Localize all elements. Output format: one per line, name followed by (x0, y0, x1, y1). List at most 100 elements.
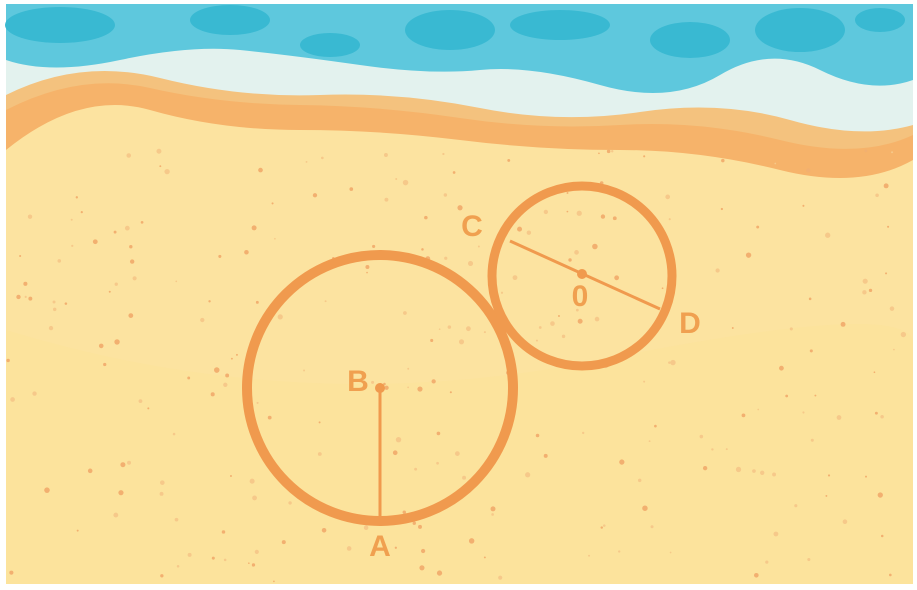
sand-dot (128, 313, 134, 318)
sand-dot (745, 252, 752, 258)
sand-dot (160, 480, 165, 485)
sand-dot (802, 411, 805, 414)
sand-dot (223, 558, 227, 562)
sand-dot (836, 415, 842, 420)
sand-dot (877, 492, 883, 498)
sand-dot (611, 150, 614, 153)
sand-dot (126, 153, 132, 158)
sand-dot (383, 153, 388, 157)
sand-dot (467, 260, 474, 267)
sand-dot (156, 148, 162, 154)
sand-dot (129, 245, 133, 249)
sand-dot (642, 505, 648, 511)
sand-dot (721, 158, 725, 163)
sand-dot (443, 193, 448, 197)
sand-dot (372, 244, 376, 249)
sand-dot (436, 461, 439, 465)
sand-dot (32, 391, 37, 396)
sand-dot (108, 290, 111, 293)
sand-dot (702, 465, 708, 471)
sand-dot (9, 570, 14, 575)
sand-dot (550, 321, 555, 326)
sand-dot (619, 459, 625, 465)
sand-dot (457, 205, 463, 211)
sand-dot (452, 171, 456, 174)
sand-dot (699, 434, 704, 439)
sand-dot (251, 225, 257, 231)
sand-dot (80, 211, 83, 214)
sand-dot (603, 524, 606, 527)
sand-dot (129, 259, 135, 264)
sand-dot (407, 386, 409, 389)
sand-dot (447, 325, 452, 329)
sand-dot (436, 431, 441, 436)
sand-dot (490, 506, 496, 512)
sand-dot (124, 225, 130, 231)
sand-dot (321, 527, 327, 533)
sand-dot (711, 448, 714, 451)
sand-dot (752, 469, 756, 473)
sand-dot (715, 268, 720, 273)
label-c: C (461, 210, 483, 243)
sand-dot (618, 550, 621, 553)
sand-dot (424, 215, 428, 220)
sand-dot (52, 300, 56, 304)
sand-dot (808, 297, 812, 301)
sand-dot (880, 415, 884, 419)
sand-dot (643, 155, 646, 158)
sand-dot (606, 149, 611, 154)
sand-dot (418, 524, 422, 529)
sand-dot (252, 495, 257, 501)
sand-dot (436, 570, 443, 576)
sand-dot (491, 513, 494, 516)
sand-dot (127, 460, 131, 465)
sand-dot (612, 216, 617, 221)
sand-dot (465, 326, 471, 332)
sand-dot (773, 531, 779, 537)
sand-dot (417, 386, 423, 392)
sand-dot (303, 369, 306, 372)
sand-dot (312, 193, 318, 198)
sand-dot (394, 546, 397, 549)
sand-dot (885, 272, 888, 275)
sand-dot (402, 510, 406, 514)
sand-dot (235, 353, 238, 356)
sand-dot (229, 474, 232, 477)
sand-dot (403, 311, 407, 315)
sand-dot (558, 315, 560, 317)
sand-dot (865, 475, 867, 478)
sand-dot (772, 472, 777, 477)
sand-dot (44, 487, 50, 493)
sand-dot (868, 288, 873, 293)
sand-dot (753, 572, 759, 578)
sand-dot (366, 271, 368, 274)
sand-dot (862, 290, 867, 295)
sand-dot (842, 519, 848, 524)
sand-dot (810, 438, 814, 442)
sand-dot (392, 450, 398, 456)
sand-dot (449, 391, 452, 394)
sand-dot (414, 467, 418, 471)
sand-dot (757, 408, 760, 411)
sand-dot (741, 413, 746, 418)
sand-dot (277, 314, 283, 320)
sand-dot (10, 397, 15, 402)
sand-dot (402, 179, 409, 186)
sand-dot (637, 478, 642, 483)
sand-dot (273, 580, 275, 583)
sand-dot (444, 256, 448, 260)
sand-dot (174, 517, 179, 522)
sand-dot (454, 451, 460, 456)
sand-dot (785, 394, 789, 398)
sand-dot (650, 525, 654, 529)
sand-dot (256, 401, 259, 404)
sand-dot (875, 193, 879, 198)
sand-dot (891, 151, 894, 154)
sand-dot (840, 321, 846, 327)
sand-dot (873, 371, 876, 374)
sand-dot (802, 204, 805, 207)
sand-dot (809, 349, 813, 353)
sand-dot (883, 183, 889, 189)
sand-dot (120, 462, 126, 468)
sand-dot (187, 552, 192, 557)
